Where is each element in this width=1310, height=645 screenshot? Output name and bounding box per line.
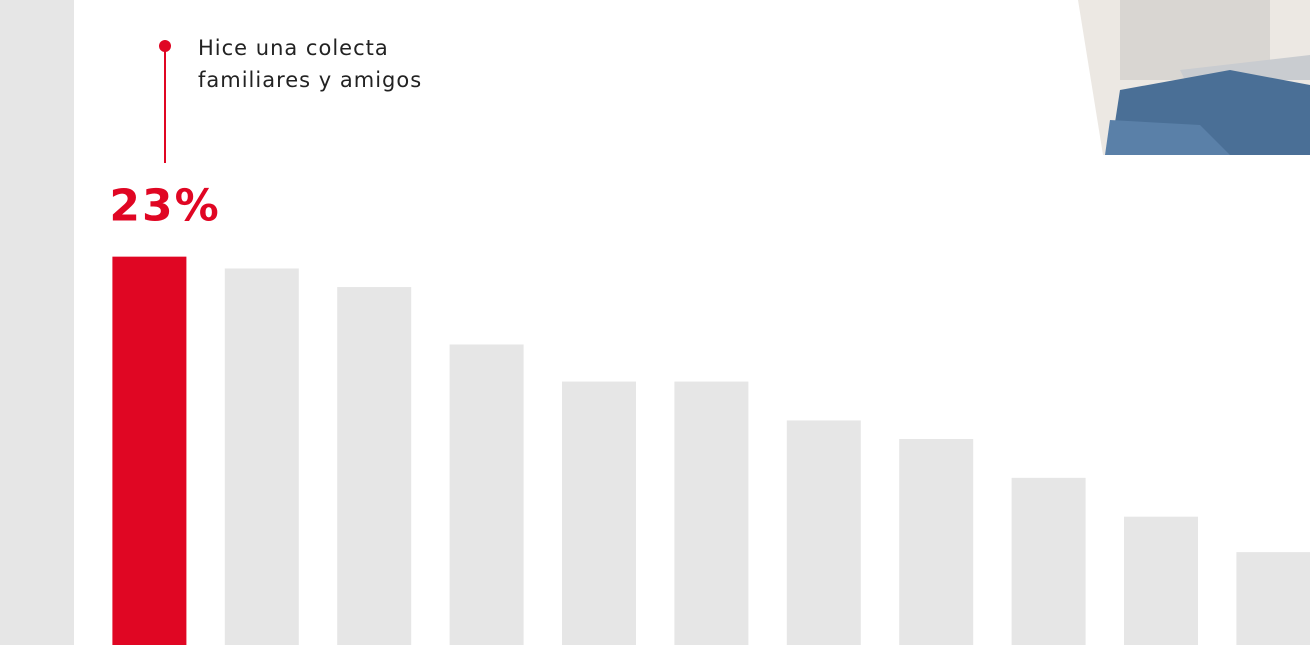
bar — [1011, 477, 1086, 645]
bar — [1124, 516, 1198, 645]
photo — [1078, 0, 1310, 155]
bar — [786, 420, 861, 645]
bar — [899, 439, 974, 645]
value-label: 23% — [109, 181, 220, 232]
annotation-text: Hice una colecta — [198, 36, 389, 60]
bar — [449, 344, 524, 645]
annotation-text: familiares y amigos — [198, 68, 422, 92]
bar — [112, 256, 187, 645]
bar — [337, 287, 412, 645]
bar — [1236, 552, 1310, 645]
bar — [674, 381, 749, 645]
bar — [0, 0, 74, 645]
bar — [224, 268, 299, 645]
bar — [562, 381, 636, 645]
